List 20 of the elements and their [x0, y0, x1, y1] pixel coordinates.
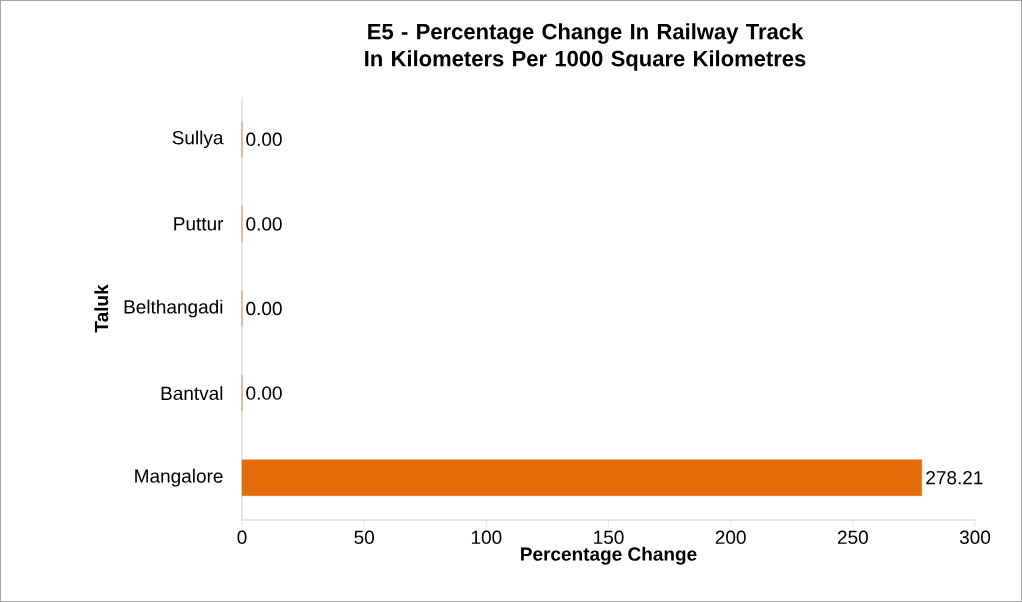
x-tick-label: 150	[594, 530, 624, 544]
y-axis-title: Taluk	[94, 284, 109, 333]
x-tick-label: 100	[471, 530, 502, 544]
x-tick-label: 250	[837, 530, 868, 544]
y-tick-label: Sullya	[172, 130, 224, 149]
data-label: 0.00	[246, 301, 282, 316]
x-tick-label: 200	[715, 530, 746, 544]
chart-title: E5 - Percentage Change In Railway Track In Kilometers Per 1000 Square Kilometres	[365, 23, 806, 71]
data-label: 0.00	[246, 132, 282, 147]
x-tick-label: 50	[354, 530, 374, 544]
data-label: 0.00	[246, 217, 282, 231]
x-tick-label: 300	[959, 530, 991, 544]
x-tick-label: 0	[237, 530, 247, 544]
x-axis-title: Percentage Change	[521, 546, 697, 565]
y-tick-label: Puttur	[174, 217, 224, 231]
y-tick-label: Mangalore	[135, 468, 223, 487]
data-label: 0.00	[246, 386, 282, 400]
y-tick-label: Bantval	[161, 386, 223, 401]
y-tick-label: Belthangadi	[124, 299, 223, 318]
data-label: 278.21	[926, 470, 983, 485]
